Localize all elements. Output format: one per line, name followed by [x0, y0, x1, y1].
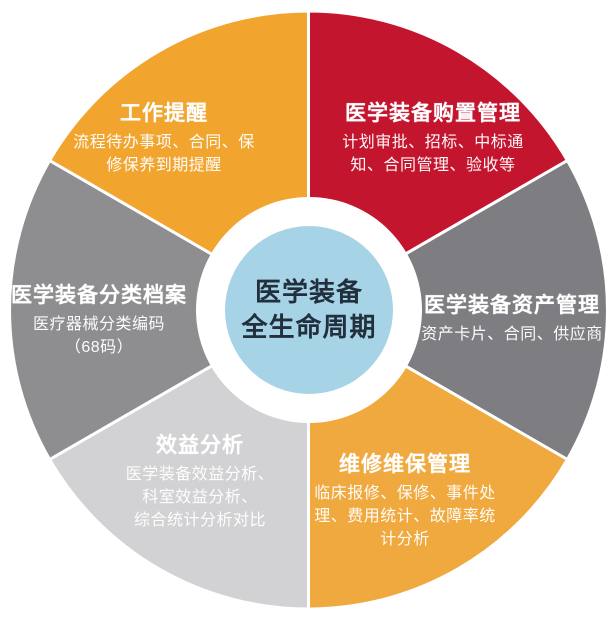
- center-title: 医学装备 全生命周期: [241, 276, 377, 342]
- sector-classification-archive: [8, 159, 310, 461]
- sector-asset: [307, 159, 609, 461]
- center-circle: [225, 226, 393, 394]
